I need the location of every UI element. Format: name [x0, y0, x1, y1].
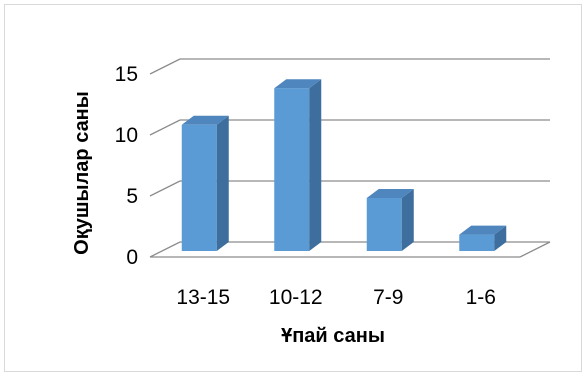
y-tick-labels: 0 5 10 15 — [115, 63, 138, 269]
gridline-diagonal — [149, 119, 181, 136]
bars-layer — [181, 79, 507, 251]
bar-top — [366, 189, 414, 198]
y-tick-label: 5 — [126, 185, 138, 208]
bar-side — [216, 115, 229, 251]
bar-top — [274, 79, 322, 89]
x-tick-label: 10-12 — [269, 286, 323, 309]
y-axis-title: Оқушылар саны — [71, 91, 93, 255]
bar-top — [459, 225, 507, 235]
x-tick-labels: 13-15 10-12 7-9 1-6 — [176, 286, 496, 309]
grid-layer — [149, 58, 551, 258]
y-tick-label: 0 — [126, 246, 138, 269]
x-axis-title: Ұпай саны — [281, 325, 385, 347]
x-tick-label: 1-6 — [466, 286, 496, 309]
bar — [274, 88, 310, 251]
floor-diagonal — [519, 241, 551, 258]
bar — [366, 198, 402, 251]
gridline-diagonal — [149, 58, 181, 75]
bar — [459, 234, 495, 251]
y-tick-label: 15 — [115, 63, 138, 86]
x-tick-label: 13-15 — [176, 286, 230, 309]
gridline-diagonal — [149, 241, 181, 258]
bar-side — [401, 189, 414, 251]
gridline-diagonal — [149, 180, 181, 197]
y-tick-label: 10 — [115, 124, 138, 147]
bar-side — [309, 79, 322, 251]
bar — [181, 124, 217, 251]
x-tick-label: 7-9 — [373, 286, 403, 309]
bar-top — [181, 115, 229, 125]
bar-side — [494, 225, 507, 251]
